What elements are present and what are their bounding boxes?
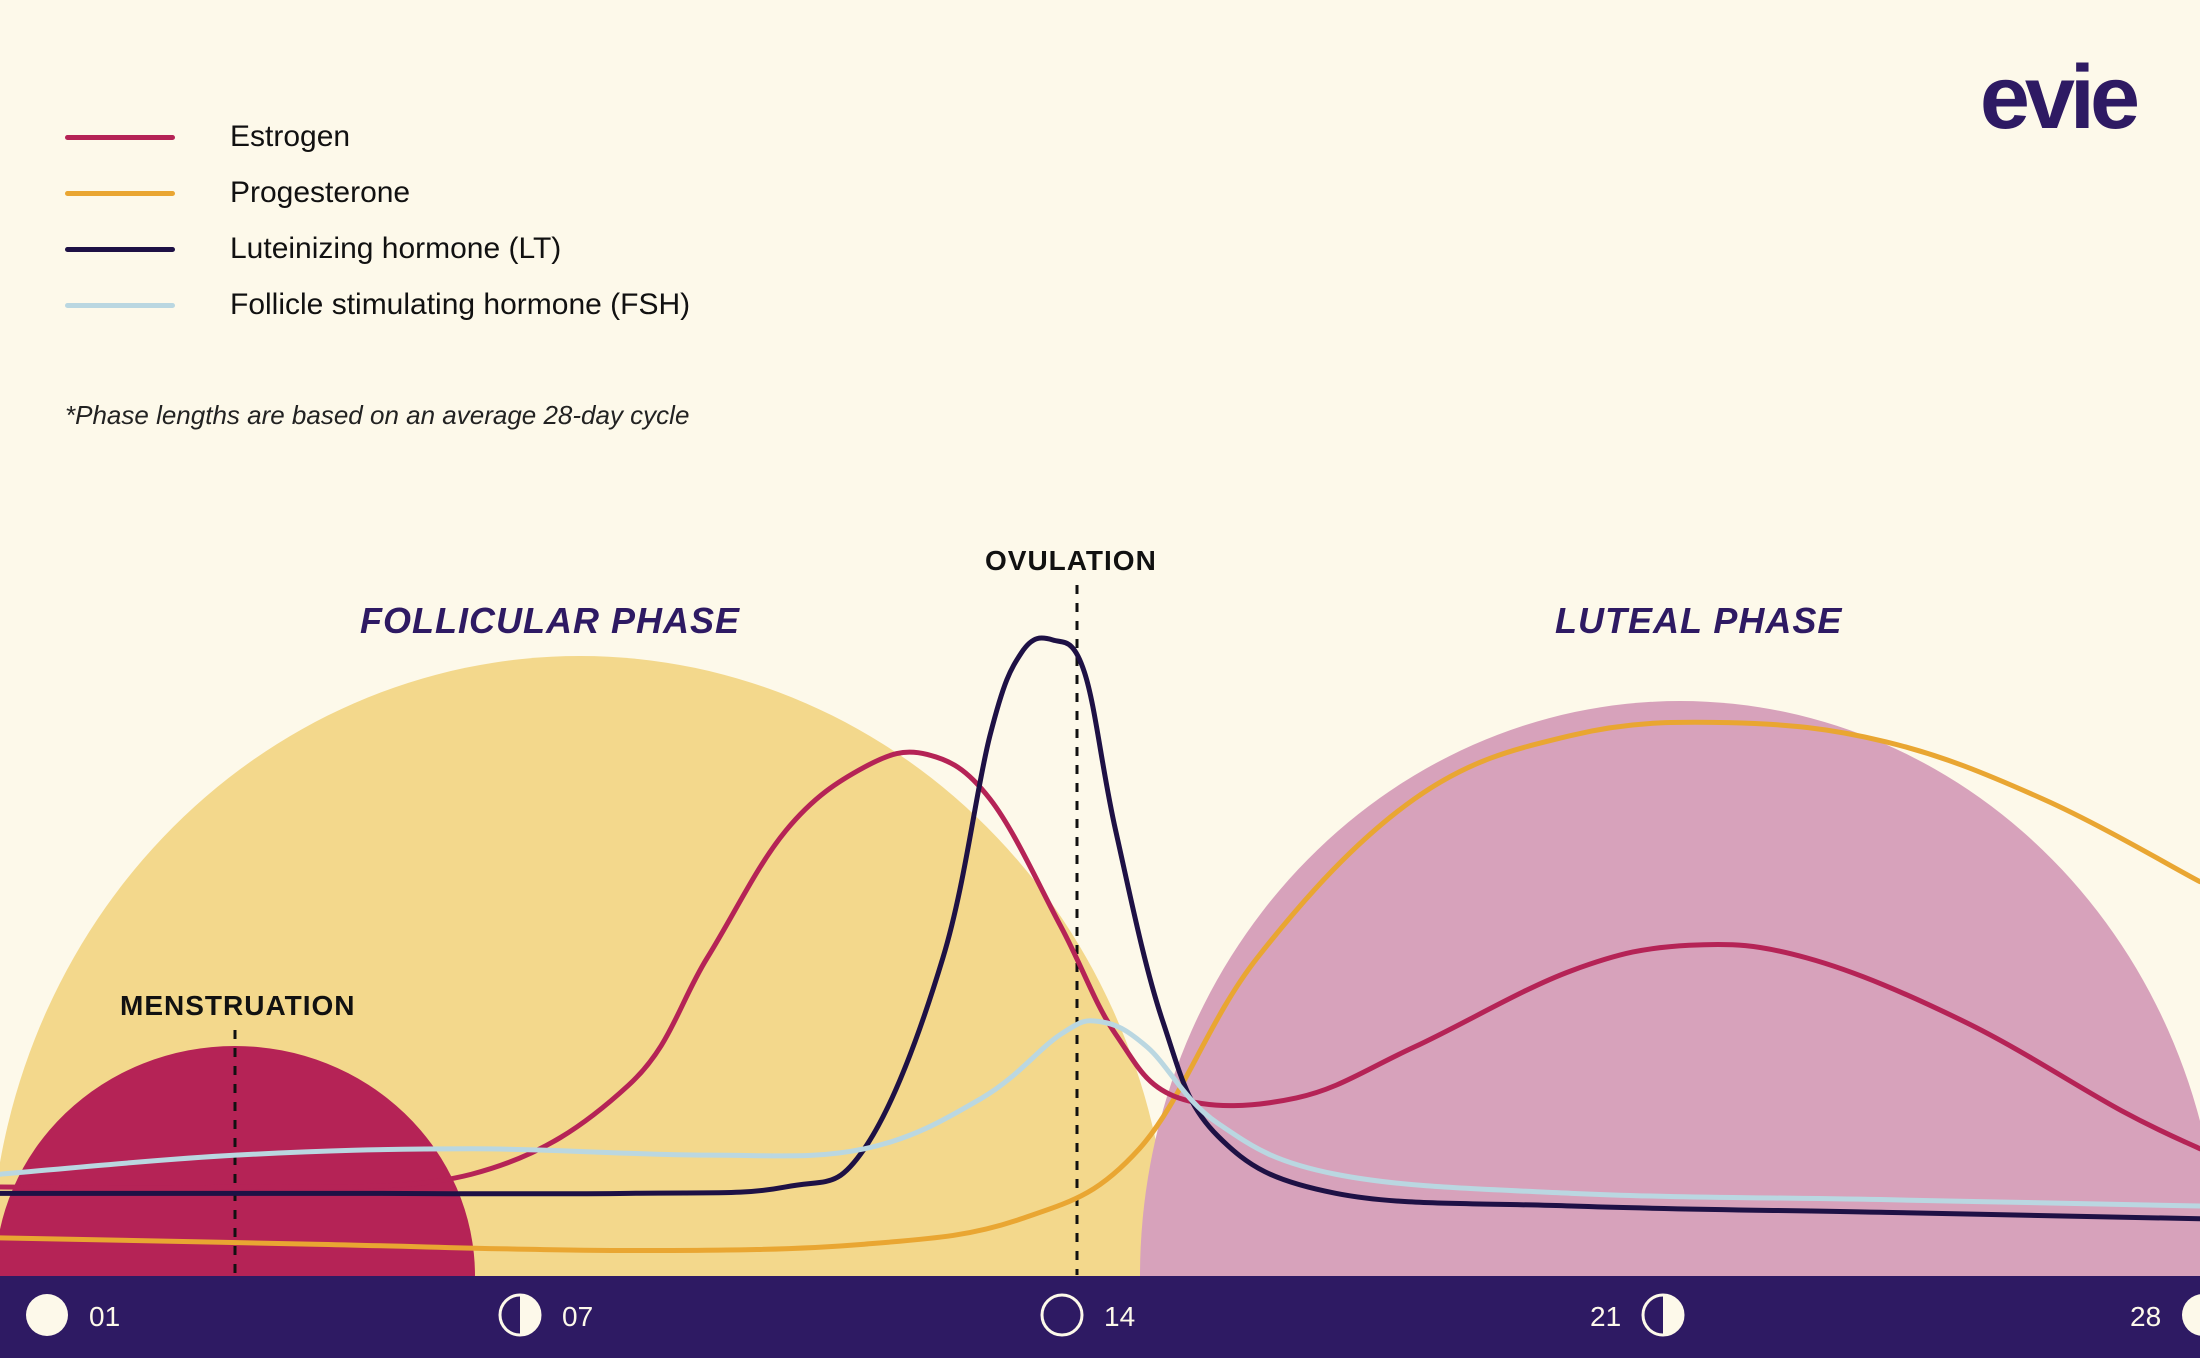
legend-label: Estrogen bbox=[230, 120, 350, 154]
timeline-day: 01 bbox=[25, 1293, 120, 1342]
timeline-day-number: 01 bbox=[89, 1301, 120, 1333]
moon-new-icon bbox=[1040, 1293, 1084, 1342]
phase-marker-label: OVULATION bbox=[985, 545, 1157, 577]
legend-item: Luteinizing hormone (LT) bbox=[65, 232, 690, 266]
legend-swatch bbox=[65, 303, 175, 308]
timeline-day: 14 bbox=[1040, 1293, 1135, 1342]
legend-label: Follicle stimulating hormone (FSH) bbox=[230, 288, 690, 322]
phase-label: LUTEAL PHASE bbox=[1555, 600, 1842, 642]
timeline-day: 07 bbox=[498, 1293, 593, 1342]
legend-item: Estrogen bbox=[65, 120, 690, 154]
moon-first-icon bbox=[1641, 1293, 1685, 1342]
timeline-day-number: 28 bbox=[2130, 1301, 2161, 1333]
timeline-day-number: 21 bbox=[1590, 1301, 1621, 1333]
timeline-day-number: 07 bbox=[562, 1301, 593, 1333]
moon-full-icon bbox=[2181, 1293, 2200, 1342]
timeline-day: 28 bbox=[2130, 1293, 2200, 1342]
legend-label: Luteinizing hormone (LT) bbox=[230, 232, 561, 266]
timeline-day-number: 14 bbox=[1104, 1301, 1135, 1333]
legend-swatch bbox=[65, 135, 175, 140]
legend: Estrogen Progesterone Luteinizing hormone … bbox=[65, 120, 690, 344]
legend-label: Progesterone bbox=[230, 176, 410, 210]
timeline-day: 21 bbox=[1590, 1293, 1685, 1342]
legend-item: Follicle stimulating hormone (FSH) bbox=[65, 288, 690, 322]
brand-logo: evie bbox=[1980, 60, 2135, 137]
moon-full-icon bbox=[25, 1293, 69, 1342]
footnote-text: *Phase lengths are based on an average 2… bbox=[65, 400, 689, 431]
day-timeline: 01 07 14 21 28 bbox=[0, 1276, 2200, 1358]
phase-marker-label: MENSTRUATION bbox=[120, 990, 355, 1022]
moon-first-icon bbox=[498, 1293, 542, 1342]
legend-item: Progesterone bbox=[65, 176, 690, 210]
legend-swatch bbox=[65, 191, 175, 196]
legend-swatch bbox=[65, 247, 175, 252]
phase-label: FOLLICULAR PHASE bbox=[360, 600, 740, 642]
